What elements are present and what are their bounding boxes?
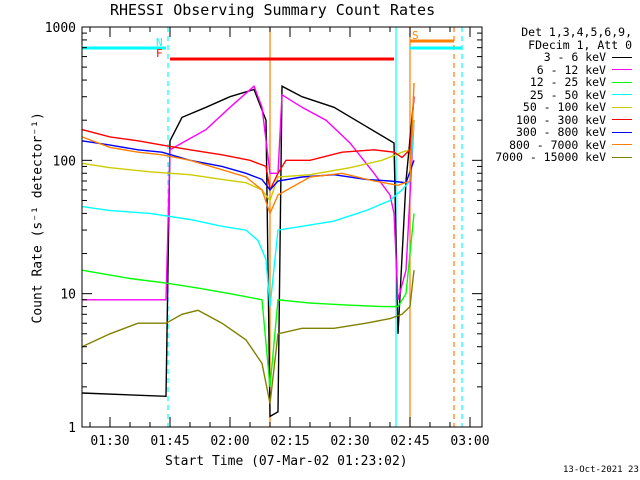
x-tick-label: 01:30 [90, 434, 129, 449]
series-line [82, 85, 415, 301]
legend-swatch [612, 119, 632, 121]
y-tick-label: 100 [53, 154, 76, 169]
legend-entry: 50 - 100 keV [495, 101, 632, 114]
series-line [81, 140, 415, 191]
legend-entry-label: 800 - 7000 keV [509, 137, 606, 152]
interval-label: F [156, 47, 163, 60]
y-tick-label: 1000 [45, 21, 76, 36]
x-tick-label: 02:15 [270, 434, 309, 449]
x-tick-label: 03:00 [450, 434, 489, 449]
legend-entry-label: 3 - 6 keV [543, 50, 606, 64]
series-line [81, 213, 415, 387]
interval-label: N [156, 36, 163, 49]
legend-detectors: Det 1,3,4,5,6,9, [521, 25, 632, 39]
legend-entry-label: 300 - 800 keV [515, 125, 606, 139]
legend-swatch [612, 56, 632, 58]
legend-swatch [612, 131, 632, 133]
y-tick-label: 10 [60, 288, 76, 303]
legend-swatch [612, 81, 632, 83]
x-axis-label: Start Time (07-Mar-02 01:23:02) [165, 454, 408, 469]
legend-decimation: FDecim 1, Att 0 [528, 37, 632, 52]
y-axis-label: Count Rate (s⁻¹ detector⁻¹) [30, 112, 46, 324]
legend-entry-label: 12 - 25 keV [529, 75, 606, 89]
x-tick-label: 01:45 [150, 434, 189, 449]
generated-timestamp: 13-Oct-2021 23:43 [563, 465, 640, 475]
legend-swatch [612, 69, 632, 71]
legend-entry: 25 - 50 keV [495, 87, 632, 102]
plot-frame [81, 26, 483, 428]
y-tick-label: 1 [68, 421, 76, 436]
legend-entry-label: 7000 - 15000 keV [495, 150, 606, 164]
series-line [81, 96, 415, 193]
legend-entry: 100 - 300 keV [495, 112, 632, 127]
legend-entry: 7000 - 15000 keV [495, 151, 632, 164]
legend-entry: 3 - 6 keV [495, 51, 632, 64]
legend-entry: 6 - 12 keV [495, 62, 632, 77]
legend-entry: 800 - 7000 keV [495, 137, 632, 152]
legend-entry-label: 6 - 12 keV [536, 62, 606, 77]
series-line [81, 120, 415, 307]
legend-entry: 12 - 25 keV [495, 76, 632, 89]
legend-entry-label: 100 - 300 keV [515, 112, 606, 127]
chart-title: RHESSI Observing Summary Count Rates [110, 1, 436, 19]
interval-label: S [412, 29, 419, 42]
legend-entry-label: 25 - 50 keV [529, 87, 606, 102]
series-line [81, 270, 415, 404]
legend-swatch [612, 144, 632, 146]
legend-swatch [612, 106, 632, 108]
series-line [81, 85, 415, 418]
x-tick-label: 02:00 [210, 434, 249, 449]
legend-entry-label: 50 - 100 keV [522, 100, 606, 114]
series-line [81, 120, 415, 202]
legend-swatch [612, 156, 632, 158]
legend: Det 1,3,4,5,6,9, FDecim 1, Att 0 3 - 6 k… [495, 26, 632, 164]
x-tick-label: 02:30 [330, 434, 369, 449]
series-line [81, 82, 415, 216]
legend-entry: 300 - 800 keV [495, 126, 632, 139]
x-tick-label: 02:45 [390, 434, 429, 449]
legend-swatch [612, 94, 632, 96]
